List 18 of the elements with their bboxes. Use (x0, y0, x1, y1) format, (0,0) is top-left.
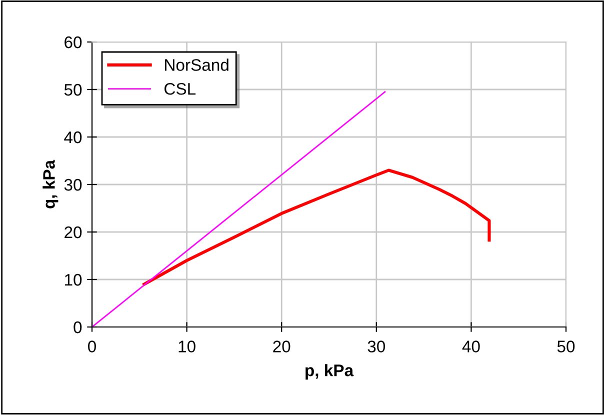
y-tick-label: 10 (65, 274, 82, 286)
legend-label: NorSand (165, 58, 228, 71)
legend-label: CSL (164, 82, 196, 95)
y-tick-label: 50 (64, 84, 82, 96)
y-axis-title: q, kPa (42, 160, 58, 208)
x-tick-label: 40 (462, 340, 480, 352)
line-series (142, 168, 491, 286)
x-tick-label: 30 (368, 340, 386, 352)
y-tick-label: 30 (64, 178, 82, 191)
x-tick-label: 20 (273, 340, 290, 352)
y-tick-label: 20 (64, 226, 82, 238)
x-tick-label: 0 (88, 340, 96, 352)
y-tick-label: 0 (74, 321, 82, 334)
y-tick-label: 40 (64, 131, 82, 144)
x-tick-label: 10 (178, 340, 196, 352)
y-tick-label: 60 (64, 36, 82, 48)
x-axis-title: p, kPa (306, 364, 354, 380)
x-tick-label: 50 (557, 340, 575, 352)
